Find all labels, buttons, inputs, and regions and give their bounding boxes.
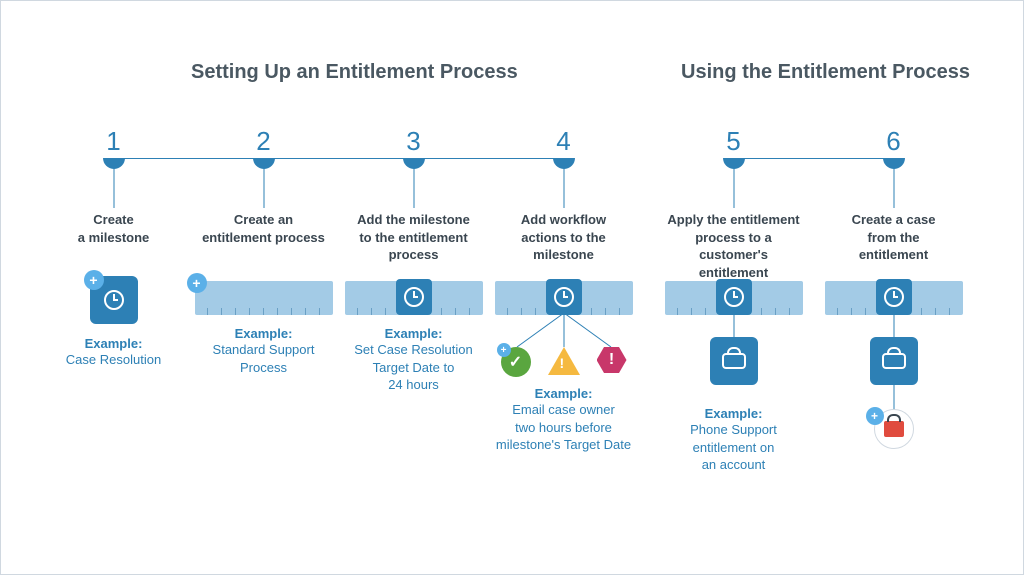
phone-card bbox=[710, 337, 758, 385]
step-number: 4 bbox=[556, 126, 570, 157]
phone-card bbox=[870, 337, 918, 385]
connector-line bbox=[733, 313, 734, 339]
step-title: Add the milestoneto the entitlementproce… bbox=[344, 211, 484, 264]
step-number: 2 bbox=[256, 126, 270, 157]
step-visual: ✓+!! bbox=[495, 281, 633, 377]
step-title: Create anentitlement process bbox=[194, 211, 334, 246]
connector-line bbox=[893, 385, 894, 411]
briefcase-icon bbox=[884, 421, 904, 437]
example-block: Example:Standard SupportProcess bbox=[194, 326, 334, 376]
example-label: Example: bbox=[494, 386, 634, 401]
example-label: Example: bbox=[664, 406, 804, 421]
timeline-segment-2 bbox=[731, 158, 891, 159]
clock-icon bbox=[724, 287, 744, 307]
heading-using: Using the Entitlement Process bbox=[681, 61, 970, 84]
plus-badge-icon: + bbox=[497, 343, 511, 357]
phone-icon bbox=[722, 353, 746, 369]
clock-icon bbox=[554, 287, 574, 307]
connector-line bbox=[893, 313, 894, 339]
clock-icon bbox=[104, 290, 124, 310]
example-block: Example:Set Case ResolutionTarget Date t… bbox=[344, 326, 484, 394]
plus-badge-icon: + bbox=[866, 407, 884, 425]
example-text: Phone Supportentitlement onan account bbox=[664, 421, 804, 474]
stem-line bbox=[413, 168, 414, 208]
step-number: 5 bbox=[726, 126, 740, 157]
example-label: Example: bbox=[344, 326, 484, 341]
step-number: 3 bbox=[406, 126, 420, 157]
clock-icon bbox=[884, 287, 904, 307]
example-block: Example:Phone Supportentitlement onan ac… bbox=[664, 406, 804, 474]
stem-line bbox=[563, 168, 564, 208]
milestone-on-ruler bbox=[396, 279, 432, 315]
example-text: Set Case ResolutionTarget Date to24 hour… bbox=[344, 341, 484, 394]
milestone-card: + bbox=[90, 276, 138, 324]
example-text: Email case ownertwo hours beforemileston… bbox=[494, 401, 634, 454]
plus-badge-icon: + bbox=[187, 273, 207, 293]
stem-line bbox=[113, 168, 114, 208]
step-number: 6 bbox=[886, 126, 900, 157]
example-block: Example:Case Resolution bbox=[44, 336, 184, 369]
step-visual: + bbox=[90, 276, 138, 324]
milestone-on-ruler bbox=[716, 279, 752, 315]
step-title: Apply the entitlementprocess to a custom… bbox=[664, 211, 804, 281]
clock-icon bbox=[404, 287, 424, 307]
timeline-segment-1 bbox=[113, 158, 561, 159]
stem-line bbox=[893, 168, 894, 208]
stem-line bbox=[263, 168, 264, 208]
step-visual: + bbox=[825, 281, 963, 471]
plus-badge-icon: + bbox=[84, 270, 104, 290]
phone-icon bbox=[882, 353, 906, 369]
milestone-on-ruler bbox=[546, 279, 582, 315]
heading-setup: Setting Up an Entitlement Process bbox=[191, 61, 518, 84]
action-check-icon: ✓+ bbox=[501, 347, 531, 377]
example-label: Example: bbox=[44, 336, 184, 351]
milestone-on-ruler bbox=[876, 279, 912, 315]
step-title: Add workflowactions to themilestone bbox=[494, 211, 634, 264]
action-warning-icon: ! bbox=[548, 347, 580, 375]
stem-line bbox=[733, 168, 734, 208]
process-ruler: + bbox=[195, 281, 333, 315]
example-label: Example: bbox=[194, 326, 334, 341]
step-number: 1 bbox=[106, 126, 120, 157]
example-block: Example:Email case ownertwo hours before… bbox=[494, 386, 634, 454]
step-visual: + bbox=[195, 281, 333, 315]
example-text: Case Resolution bbox=[44, 351, 184, 369]
step-visual bbox=[665, 281, 803, 401]
step-title: Createa milestone bbox=[44, 211, 184, 246]
step-title: Create a casefrom theentitlement bbox=[824, 211, 964, 264]
step-visual bbox=[345, 281, 483, 315]
example-text: Standard SupportProcess bbox=[194, 341, 334, 376]
